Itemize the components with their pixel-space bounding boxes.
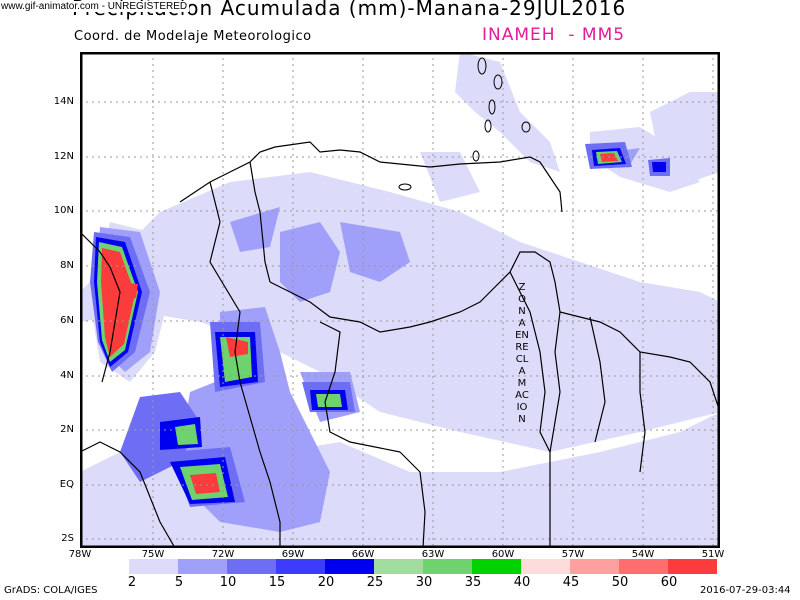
color-legend-bar xyxy=(129,559,717,574)
legend-swatch xyxy=(521,559,570,574)
lat-label: EQ xyxy=(59,479,74,490)
watermark: www.gif-animator.com - UNREGISTERED xyxy=(1,1,190,12)
legend-label: 50 xyxy=(611,575,629,590)
lat-label: 14N xyxy=(53,96,74,107)
zona-en-reclamacion-label: ZONA EN RECLAMACION xyxy=(515,282,529,425)
timestamp: 2016-07-29-03:44 xyxy=(700,585,791,596)
coastlines-borders xyxy=(80,141,720,548)
lon-label: 60W xyxy=(491,549,515,557)
legend-label: 5 xyxy=(174,575,184,590)
lon-label: 69W xyxy=(281,549,305,557)
map-subtitle: Coord. de Modelaje Meteorologico xyxy=(74,29,312,44)
lat-label: 10N xyxy=(53,205,74,216)
legend-label: 2 xyxy=(127,575,137,590)
lat-label: 4N xyxy=(60,370,74,381)
legend-label: 35 xyxy=(464,575,482,590)
legend-swatch xyxy=(276,559,325,574)
legend-swatch xyxy=(619,559,668,574)
lon-label: 78W xyxy=(68,549,92,557)
lat-label: 2S xyxy=(61,533,74,544)
legend-label: 25 xyxy=(366,575,384,590)
legend-swatch xyxy=(129,559,178,574)
legend-swatch xyxy=(374,559,423,574)
legend-label: 15 xyxy=(268,575,286,590)
lon-label: 57W xyxy=(561,549,585,557)
legend-label: 30 xyxy=(415,575,433,590)
lon-label: 51W xyxy=(701,549,725,557)
legend-swatch xyxy=(668,559,717,574)
legend-swatch xyxy=(423,559,472,574)
grid-lines xyxy=(80,52,720,548)
legend-label: 40 xyxy=(513,575,531,590)
islands xyxy=(398,57,531,191)
legend-swatch xyxy=(178,559,227,574)
lat-label: 8N xyxy=(60,260,74,271)
legend-swatch xyxy=(227,559,276,574)
brand-label: INAMEH - MM5 xyxy=(482,25,626,45)
legend-label: 20 xyxy=(317,575,335,590)
lat-label: 6N xyxy=(60,315,74,326)
lon-label: 72W xyxy=(211,549,235,557)
legend-swatch xyxy=(570,559,619,574)
legend-label: 60 xyxy=(660,575,678,590)
legend-label: 10 xyxy=(219,575,237,590)
map-title: Precipitacion Acumulada (mm)-Manana-29JU… xyxy=(72,0,627,20)
grads-credit: GrADS: COLA/IGES xyxy=(4,585,98,596)
precipitation-map xyxy=(80,52,720,548)
lon-label: 75W xyxy=(141,549,165,557)
lat-label: 12N xyxy=(53,151,74,162)
lat-label: 2N xyxy=(60,424,74,435)
lon-label: 54W xyxy=(631,549,655,557)
lon-label: 66W xyxy=(351,549,375,557)
legend-swatch xyxy=(472,559,521,574)
map-frame xyxy=(80,52,720,548)
lon-label: 63W xyxy=(421,549,445,557)
legend-label: 45 xyxy=(562,575,580,590)
legend-swatch xyxy=(325,559,374,574)
